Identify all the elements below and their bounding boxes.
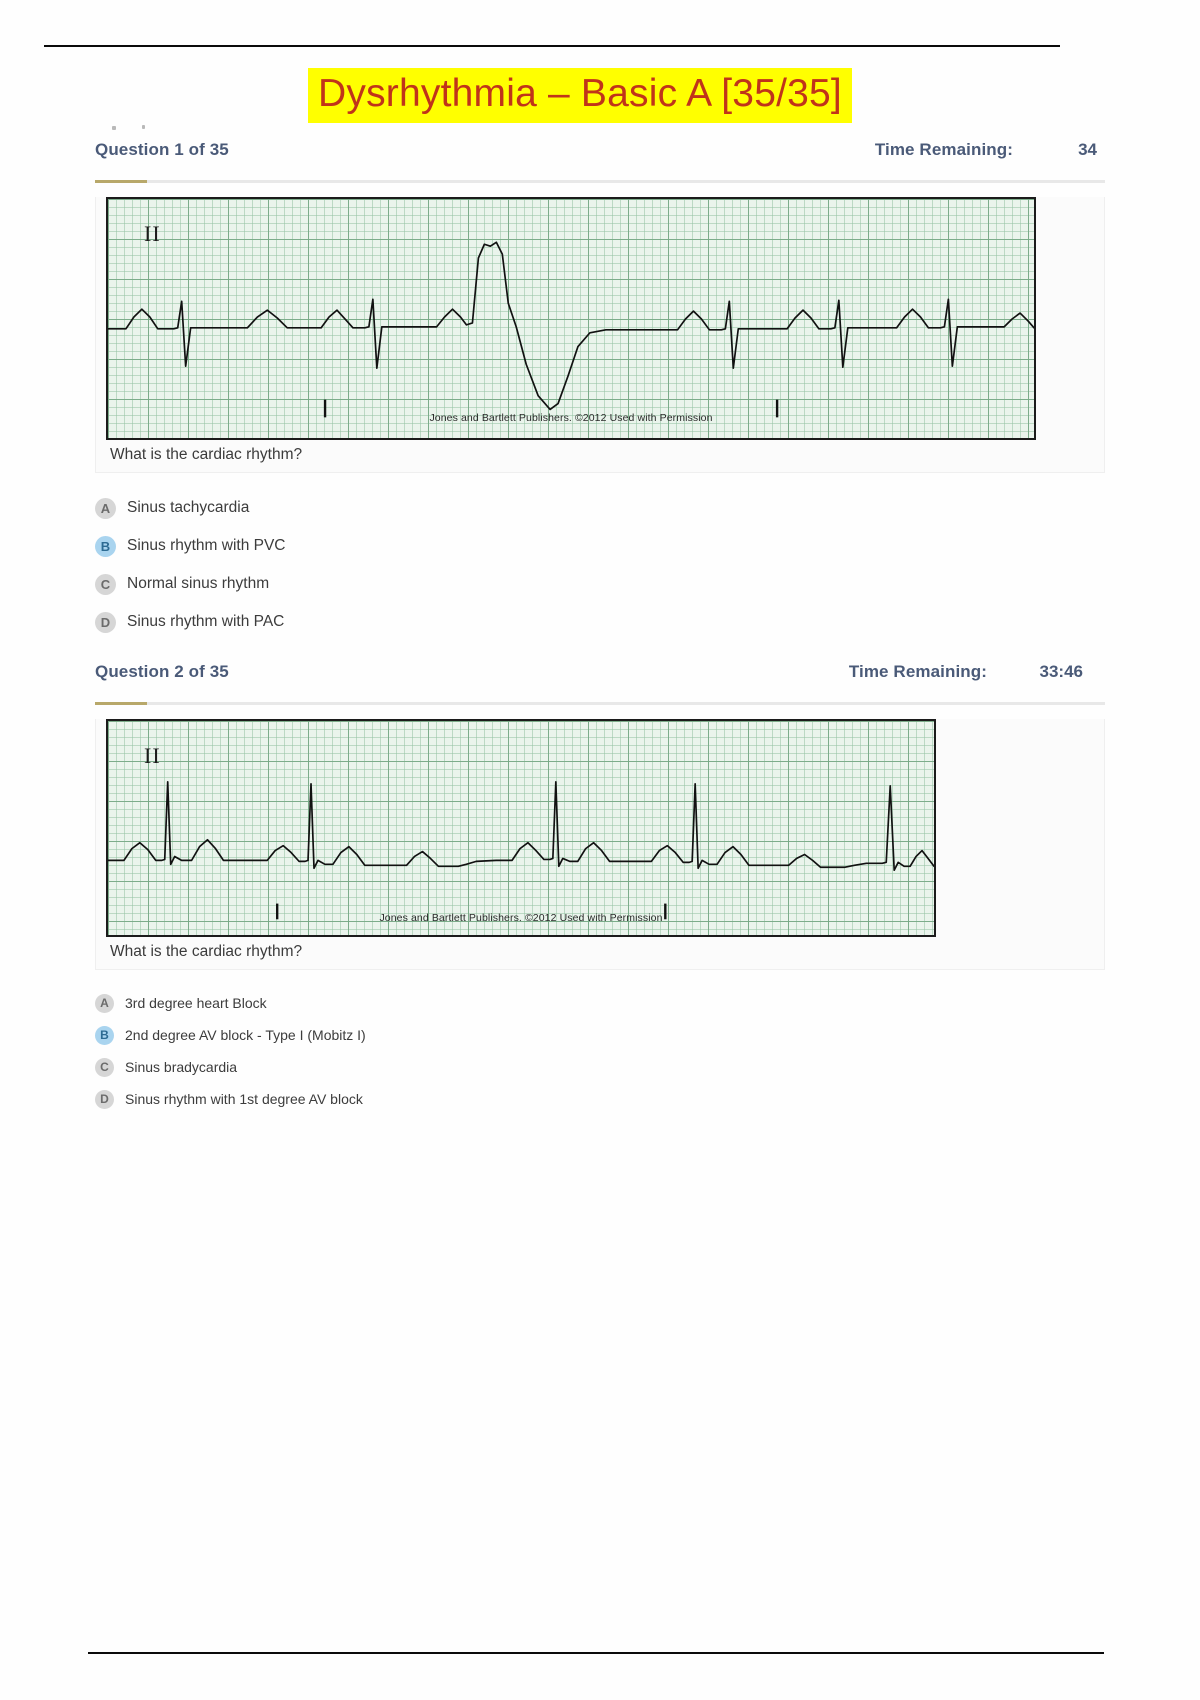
bottom-horizontal-rule — [88, 1652, 1104, 1654]
option-d-badge[interactable]: D — [95, 1089, 114, 1109]
question-1-options: A Sinus tachycardia B Sinus rhythm with … — [95, 495, 1105, 635]
option-a-label: Sinus tachycardia — [127, 499, 250, 516]
question-2-counter: Question 2 of 35 — [95, 662, 229, 681]
question-1-divider-accent — [95, 180, 147, 183]
question-1-counter: Question 1 of 35 — [95, 140, 229, 159]
question-block-1: Question 1 of 35 Time Remaining: 34 II J… — [0, 140, 1200, 647]
question-1-prompt: What is the cardiac rhythm? — [110, 446, 303, 463]
question-block-2: Question 2 of 35 Time Remaining: 33:46 I… — [0, 662, 1200, 1120]
option-b-label: 2nd degree AV block - Type I (Mobitz I) — [125, 1027, 366, 1043]
ecg-lead-label-1: II — [144, 221, 161, 246]
question-2-ecg-strip: II Jones and Bartlett Publishers. ©2012 … — [106, 719, 936, 937]
option-c-label: Normal sinus rhythm — [127, 575, 270, 592]
page-title: Dysrhythmia – Basic A [35/35] — [0, 68, 1160, 123]
option-d-label: Sinus rhythm with PAC — [127, 613, 285, 630]
question-2-panel: II Jones and Bartlett Publishers. ©2012 … — [95, 719, 1105, 970]
top-horizontal-rule — [44, 45, 1060, 47]
option-c-badge[interactable]: C — [95, 573, 116, 595]
option-c[interactable]: C Sinus bradycardia — [95, 1056, 1105, 1078]
question-2-divider-accent — [95, 702, 147, 705]
option-c-label: Sinus bradycardia — [125, 1059, 238, 1075]
option-b-badge[interactable]: B — [95, 535, 116, 557]
ecg-lead-label-2: II — [144, 743, 161, 768]
question-1-divider — [95, 180, 1105, 183]
option-a-badge[interactable]: A — [95, 497, 116, 519]
question-1-timer-value: 34 — [1078, 140, 1097, 159]
option-c-badge[interactable]: C — [95, 1057, 114, 1077]
option-d[interactable]: D Sinus rhythm with 1st degree AV block — [95, 1088, 1105, 1110]
ecg-grid-paper-1 — [108, 199, 1034, 438]
question-1-header: Question 1 of 35 Time Remaining: 34 — [95, 140, 1105, 174]
question-1-ecg-strip: II Jones and Bartlett Publishers. ©2012 … — [106, 197, 1036, 440]
ecg-grid-paper-2 — [108, 721, 934, 935]
question-2-timer-label: Time Remaining: — [848, 662, 987, 681]
page-title-text: Dysrhythmia – Basic A [35/35] — [308, 68, 852, 123]
option-a-badge[interactable]: A — [95, 993, 114, 1013]
option-a[interactable]: A Sinus tachycardia — [95, 495, 1105, 521]
option-d-label: Sinus rhythm with 1st degree AV block — [125, 1091, 363, 1107]
question-2-header: Question 2 of 35 Time Remaining: 33:46 — [95, 662, 1105, 696]
option-b[interactable]: B Sinus rhythm with PVC — [95, 533, 1105, 559]
question-1-panel: II Jones and Bartlett Publishers. ©2012 … — [95, 197, 1105, 473]
option-d-badge[interactable]: D — [95, 611, 116, 633]
question-2-timer-value: 33:46 — [1039, 662, 1083, 681]
question-1-timer-label: Time Remaining: — [874, 140, 1013, 159]
option-b[interactable]: B 2nd degree AV block - Type I (Mobitz I… — [95, 1024, 1105, 1046]
option-b-badge[interactable]: B — [95, 1025, 114, 1045]
option-b-label: Sinus rhythm with PVC — [127, 537, 286, 554]
option-a[interactable]: A 3rd degree heart Block — [95, 992, 1105, 1014]
option-d[interactable]: D Sinus rhythm with PAC — [95, 609, 1105, 635]
ecg-waveform-1 — [108, 241, 1034, 418]
scan-artifact-marks — [110, 122, 200, 134]
question-2-divider — [95, 702, 1105, 705]
question-2-options: A 3rd degree heart Block B 2nd degree AV… — [95, 992, 1105, 1110]
ecg-waveform-2 — [108, 781, 934, 920]
option-a-label: 3rd degree heart Block — [125, 995, 267, 1011]
option-c[interactable]: C Normal sinus rhythm — [95, 571, 1105, 597]
ecg-credit-1: Jones and Bartlett Publishers. ©2012 Use… — [429, 412, 713, 424]
ecg-credit-2: Jones and Bartlett Publishers. ©2012 Use… — [379, 912, 663, 924]
question-2-prompt: What is the cardiac rhythm? — [110, 943, 303, 960]
